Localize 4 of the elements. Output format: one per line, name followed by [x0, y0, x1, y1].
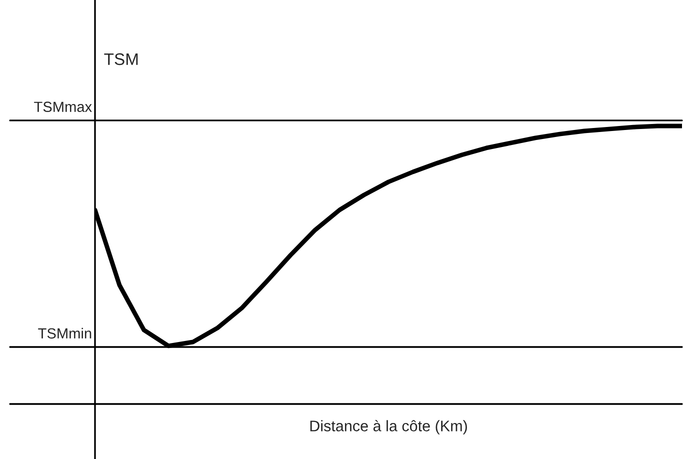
y-axis-title: TSM: [104, 53, 138, 66]
ref-line-label: TSMmax: [34, 102, 92, 112]
ref-line-label: TSMmin: [38, 328, 92, 339]
x-axis-title: Distance à la côte (Km): [310, 420, 467, 434]
